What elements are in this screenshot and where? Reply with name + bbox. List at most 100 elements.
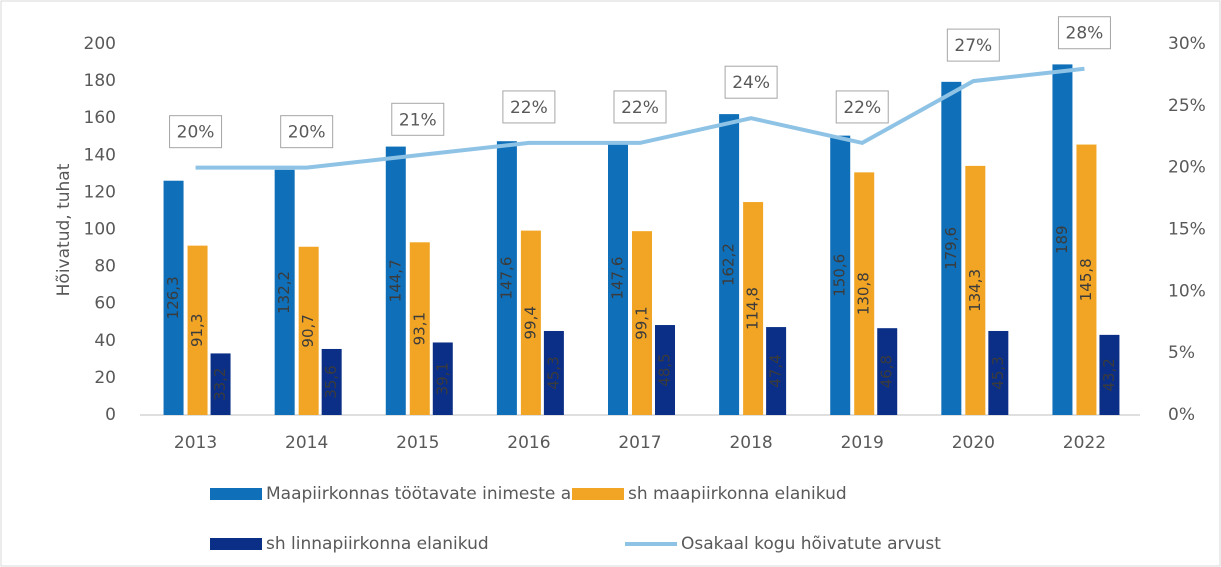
legend-label: Osakaal kogu hõivatute arvust <box>681 534 941 554</box>
value-label-box <box>391 102 445 136</box>
y-tick-label: 160 <box>84 108 116 128</box>
bar <box>941 81 962 415</box>
bar <box>543 330 564 415</box>
value-label: 144,7 <box>386 259 404 302</box>
y2-tick-label: 5% <box>1168 343 1195 363</box>
value-label-box <box>724 65 778 99</box>
value-label-box <box>613 90 667 124</box>
value-label: 179,6 <box>942 227 960 270</box>
value-label: 33,2 <box>211 368 229 401</box>
bar <box>409 242 430 415</box>
value-label-box <box>1057 16 1111 50</box>
bar <box>965 165 986 415</box>
value-label: 114,8 <box>744 287 762 330</box>
bar <box>719 114 740 415</box>
y-tick-label: 200 <box>84 34 116 54</box>
bar <box>432 342 453 415</box>
legend-swatch <box>210 488 262 500</box>
bar <box>163 180 184 415</box>
value-label: 132,2 <box>275 271 293 314</box>
x-tick-label: 2017 <box>618 433 661 453</box>
y-tick-label: 60 <box>94 294 116 314</box>
bar <box>743 202 764 415</box>
bar <box>655 325 675 415</box>
legend-label: Maapiirkonnas töötavate inimeste arv <box>266 484 588 504</box>
x-tick-label: 2020 <box>952 433 995 453</box>
value-label: 45,3 <box>544 356 562 389</box>
y2-tick-label: 30% <box>1168 34 1206 54</box>
bar <box>632 231 652 415</box>
bar <box>187 245 208 415</box>
value-label: 90,7 <box>299 314 317 347</box>
value-label: 93,1 <box>410 312 428 345</box>
legend-swatch <box>572 488 624 500</box>
value-label: 130,8 <box>855 272 873 315</box>
value-label-box <box>946 28 1000 62</box>
y2-tick-label: 0% <box>1168 405 1195 425</box>
bar <box>854 172 875 415</box>
bar <box>321 348 342 415</box>
value-label: 99,4 <box>521 306 539 339</box>
bar <box>1076 144 1097 415</box>
y-axis-title: Hõivatud, tuhat <box>54 163 74 296</box>
bar <box>385 146 406 416</box>
value-label: 45,3 <box>989 356 1007 389</box>
bar <box>1099 334 1120 415</box>
legend-swatch <box>210 538 262 550</box>
bar <box>988 330 1009 415</box>
value-label: 147,6 <box>609 257 627 300</box>
value-label: 27% <box>954 36 992 56</box>
bar <box>210 353 231 415</box>
value-label: 22% <box>510 98 548 118</box>
value-label-box <box>280 115 334 149</box>
bar <box>1052 64 1073 415</box>
y-tick-label: 100 <box>84 220 116 240</box>
value-label: 48,5 <box>656 353 674 386</box>
bar <box>520 230 541 415</box>
y-tick-label: 80 <box>94 257 116 277</box>
bar <box>766 327 787 415</box>
y2-tick-label: 15% <box>1168 220 1206 240</box>
x-tick-label: 2015 <box>396 433 439 453</box>
legend-label: sh maapiirkonna elanikud <box>628 484 847 504</box>
y2-tick-label: 25% <box>1168 96 1206 116</box>
value-label: 147,6 <box>497 257 515 300</box>
bar <box>608 141 628 415</box>
value-label: 28% <box>1066 24 1104 44</box>
value-label-box <box>169 115 223 149</box>
y-tick-label: 180 <box>84 71 116 91</box>
value-label: 47,4 <box>767 354 785 387</box>
x-tick-label: 2016 <box>507 433 550 453</box>
value-label: 22% <box>621 98 659 118</box>
y2-tick-label: 10% <box>1168 281 1206 301</box>
y-tick-label: 0 <box>105 405 116 425</box>
y-tick-label: 20 <box>94 368 116 388</box>
value-label: 39,1 <box>433 362 451 395</box>
bar <box>298 246 319 415</box>
value-label-box <box>835 90 889 124</box>
x-tick-label: 2014 <box>285 433 328 453</box>
value-label: 91,3 <box>188 314 206 347</box>
bar <box>274 169 295 415</box>
line <box>195 66 1085 170</box>
x-tick-label: 2022 <box>1063 433 1106 453</box>
value-label: 43,2 <box>1100 358 1118 391</box>
value-label: 46,8 <box>878 355 896 388</box>
value-label: 189 <box>1053 225 1071 254</box>
value-label: 22% <box>843 98 881 118</box>
value-label: 162,2 <box>720 243 738 286</box>
value-label: 150,6 <box>831 254 849 297</box>
y2-tick-label: 20% <box>1168 158 1206 178</box>
bar <box>496 141 517 415</box>
value-label: 21% <box>399 110 437 130</box>
y-tick-label: 140 <box>84 145 116 165</box>
value-label: 134,3 <box>966 269 984 312</box>
y-tick-label: 40 <box>94 331 116 351</box>
value-label: 145,8 <box>1077 258 1095 301</box>
y-tick-label: 120 <box>84 182 116 202</box>
x-tick-label: 2018 <box>729 433 772 453</box>
bar <box>830 135 851 415</box>
x-tick-label: 2013 <box>174 433 217 453</box>
